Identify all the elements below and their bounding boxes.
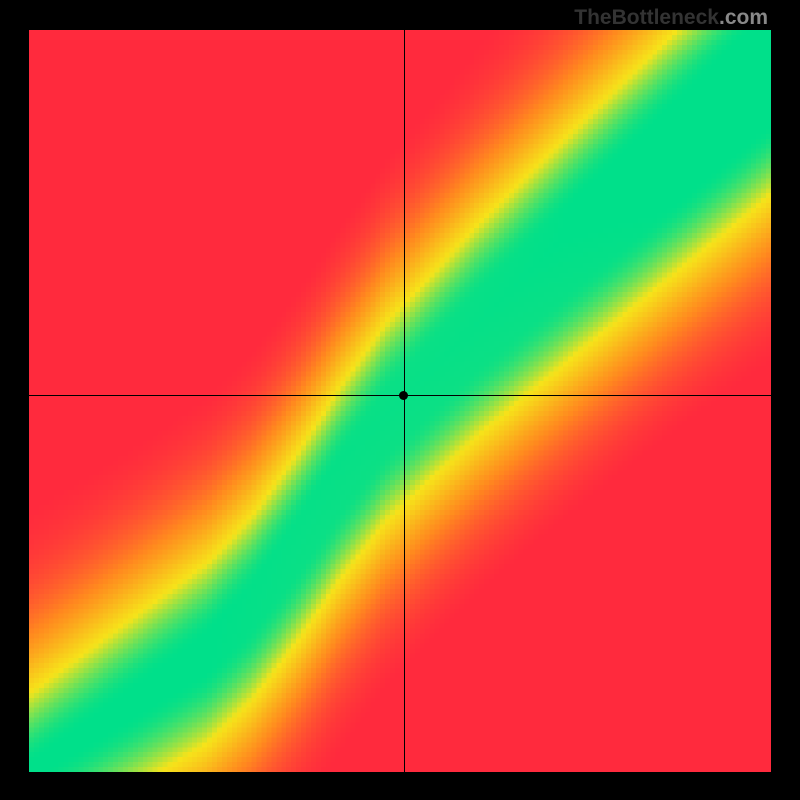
crosshair-marker — [399, 391, 408, 400]
watermark-part-1: TheBottleneck — [574, 6, 719, 30]
crosshair-vertical — [404, 30, 405, 772]
heatmap-canvas — [29, 30, 771, 772]
chart-container: TheBottleneck .com — [0, 0, 800, 800]
watermark: TheBottleneck .com — [574, 6, 768, 30]
heatmap-plot — [29, 30, 771, 772]
watermark-part-2: .com — [719, 6, 768, 30]
